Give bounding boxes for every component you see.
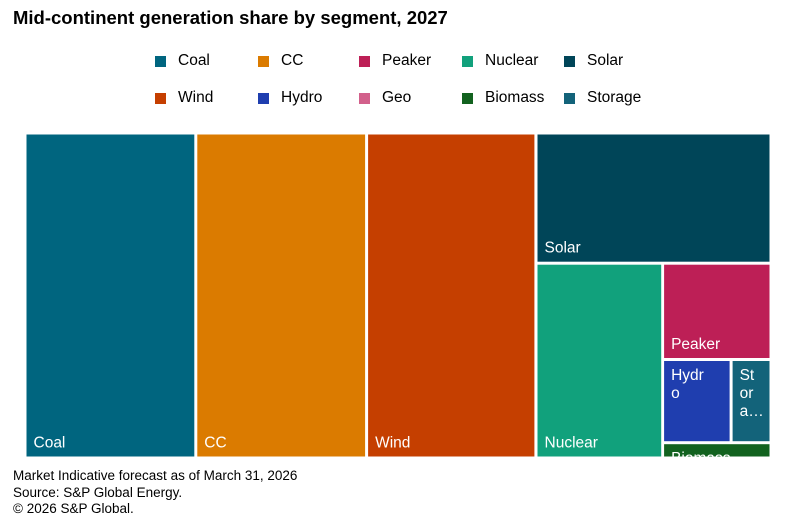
tile-nuclear bbox=[537, 264, 662, 457]
tile-label-cc: CC bbox=[204, 435, 226, 452]
tile-label-nuclear: Nuclear bbox=[545, 435, 598, 452]
legend-swatch-biomass bbox=[462, 92, 473, 104]
legend-label-coal: Coal bbox=[178, 52, 210, 69]
legend-label-geo: Geo bbox=[382, 89, 412, 106]
tile-rect-cc bbox=[197, 134, 366, 457]
legend-item-coal: Coal bbox=[155, 52, 210, 70]
tile-rect-hydro bbox=[664, 361, 730, 442]
legend-swatch-coal bbox=[155, 55, 166, 67]
legend-swatch-storage bbox=[564, 92, 575, 104]
legend-swatch-cc bbox=[258, 55, 269, 67]
legend-label-biomass: Biomass bbox=[485, 89, 545, 106]
tile-rect-wind bbox=[368, 134, 535, 457]
tile-rect-biomass bbox=[664, 444, 770, 457]
footer: Market Indicative forecast as of March 3… bbox=[13, 468, 297, 518]
tile-label-hydro: Hydr o bbox=[671, 367, 704, 402]
legend-item-cc: CC bbox=[258, 52, 303, 70]
tile-label-coal: Coal bbox=[34, 435, 66, 452]
tile-rect-peaker bbox=[664, 264, 770, 358]
legend-item-solar: Solar bbox=[564, 52, 623, 70]
legend-label-cc: CC bbox=[281, 52, 304, 69]
legend-swatch-solar bbox=[564, 55, 575, 67]
legend-item-storage: Storage bbox=[564, 89, 641, 107]
tile-label-wind: Wind bbox=[375, 435, 410, 452]
tile-rect-solar bbox=[537, 134, 770, 262]
legend-item-nuclear: Nuclear bbox=[462, 52, 538, 70]
legend-label-peaker: Peaker bbox=[382, 52, 432, 69]
tile-solar bbox=[537, 134, 770, 262]
footer-forecast-note: Market Indicative forecast as of March 3… bbox=[13, 468, 298, 483]
tile-label-solar: Solar bbox=[545, 240, 581, 257]
tile-peaker bbox=[664, 264, 770, 358]
tile-storage bbox=[732, 361, 770, 442]
tile-label-peaker: Peaker bbox=[671, 336, 720, 353]
legend-label-solar: Solar bbox=[587, 52, 624, 69]
legend-item-peaker: Peaker bbox=[359, 52, 431, 70]
legend-swatch-hydro bbox=[258, 92, 269, 104]
footer-source: Source: S&P Global Energy. bbox=[13, 484, 183, 500]
legend-label-storage: Storage bbox=[587, 89, 642, 106]
legend-swatch-geo bbox=[359, 92, 370, 104]
legend-item-wind: Wind bbox=[155, 89, 213, 107]
tile-label-storage: St or a… bbox=[740, 367, 764, 420]
legend-item-geo: Geo bbox=[359, 89, 411, 107]
tile-biomass bbox=[664, 444, 770, 457]
tile-label-biomass: Biomass bbox=[671, 450, 731, 467]
legend-swatch-nuclear bbox=[462, 55, 473, 67]
tile-wind bbox=[368, 134, 535, 457]
tile-hydro bbox=[664, 361, 730, 442]
tile-rect-nuclear bbox=[537, 264, 662, 457]
legend-swatch-peaker bbox=[359, 55, 370, 67]
legend-item-hydro: Hydro bbox=[258, 89, 322, 107]
legend-label-nuclear: Nuclear bbox=[485, 52, 539, 69]
legend-label-hydro: Hydro bbox=[281, 89, 323, 106]
tile-coal bbox=[26, 134, 195, 457]
legend-swatch-wind bbox=[155, 92, 166, 104]
legend-label-wind: Wind bbox=[178, 89, 214, 106]
chart-title: Mid-continent generation share by segmen… bbox=[13, 7, 448, 28]
footer-copyright: © 2026 S&P Global. bbox=[13, 501, 134, 516]
legend-item-biomass: Biomass bbox=[462, 89, 544, 107]
tile-rect-storage bbox=[732, 361, 770, 442]
tile-rect-coal bbox=[26, 134, 195, 457]
legend: Coal CC Peaker Nuclear Solar Wind Hydro Geo Biom… bbox=[0, 0, 785, 120]
tile-cc bbox=[197, 134, 366, 457]
